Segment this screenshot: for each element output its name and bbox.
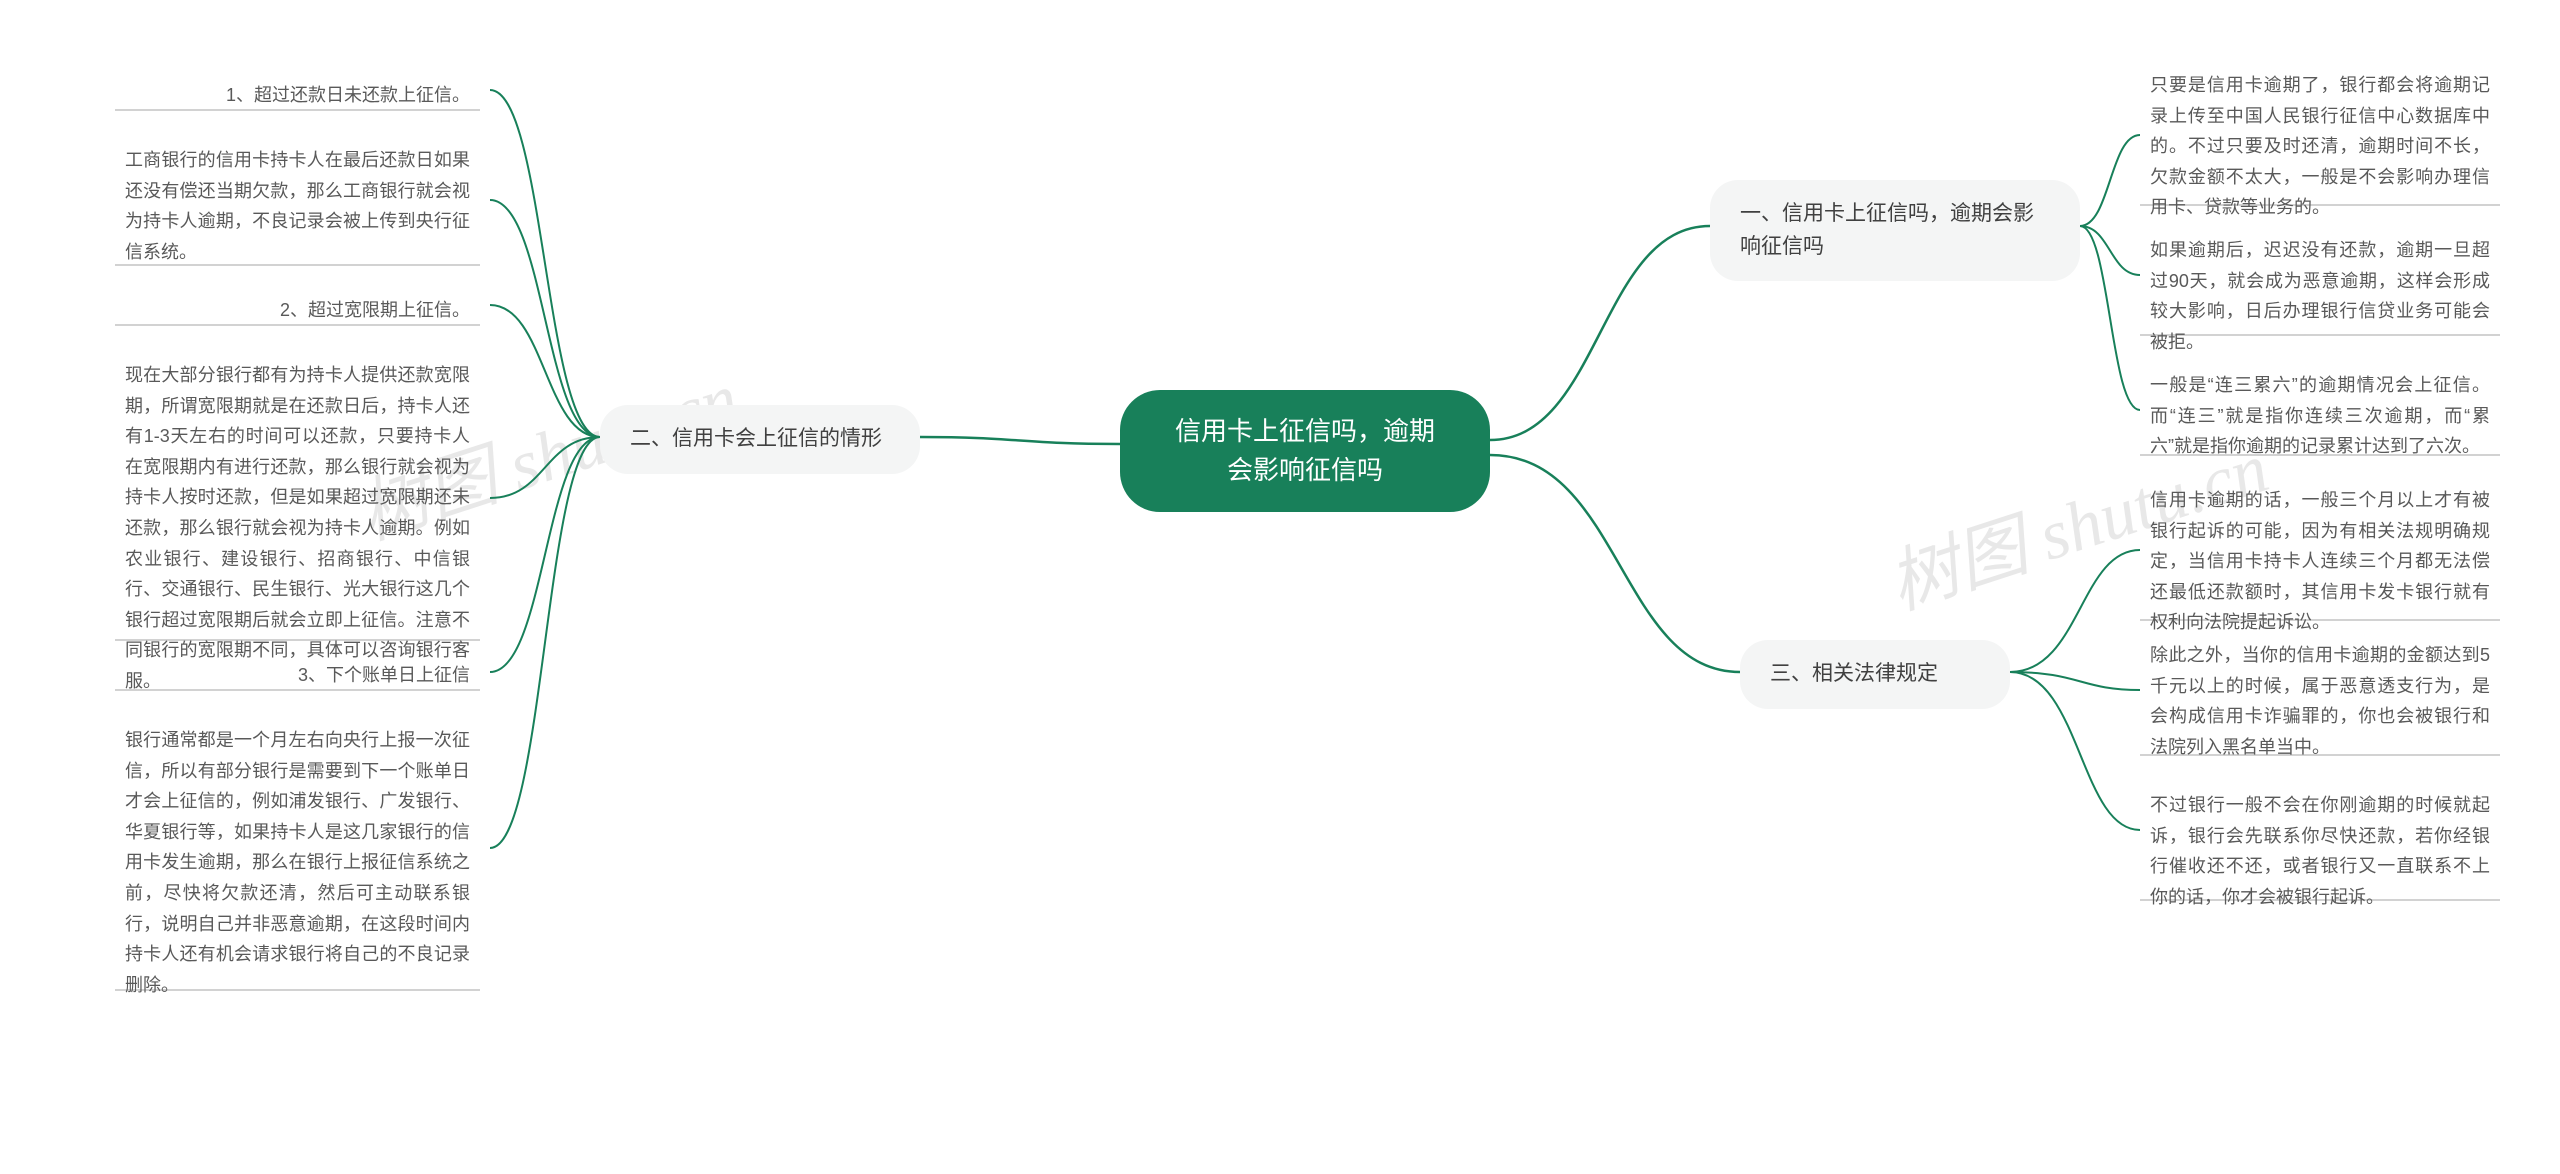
branch-node-2[interactable]: 二、信用卡会上征信的情形 [600,405,920,474]
leaf-node: 3、下个账单日上征信 [125,660,470,691]
branch-label: 一、信用卡上征信吗，逾期会影响征信吗 [1740,202,2034,258]
mindmap-canvas: 树图 shutu.cn 树图 shutu.cn [0,0,2560,1174]
leaf-node: 只要是信用卡逾期了，银行都会将逾期记录上传至中国人民银行征信中心数据库中的。不过… [2150,70,2490,223]
branch-node-3[interactable]: 三、相关法律规定 [1740,640,2010,709]
root-label: 信用卡上征信吗，逾期会影响征信吗 [1175,416,1435,485]
root-node[interactable]: 信用卡上征信吗，逾期会影响征信吗 [1120,390,1490,512]
branch-node-1[interactable]: 一、信用卡上征信吗，逾期会影响征信吗 [1710,180,2080,281]
leaf-node: 2、超过宽限期上征信。 [125,295,470,326]
branch-label: 二、信用卡会上征信的情形 [630,427,882,450]
leaf-node: 除此之外，当你的信用卡逾期的金额达到5千元以上的时候，属于恶意透支行为，是会构成… [2150,640,2490,762]
leaf-node: 一般是“连三累六”的逾期情况会上征信。而“连三”就是指你连续三次逾期，而“累六”… [2150,370,2490,462]
leaf-node: 信用卡逾期的话，一般三个月以上才有被银行起诉的可能，因为有相关法规明确规定，当信… [2150,485,2490,638]
leaf-node: 1、超过还款日未还款上征信。 [125,80,470,111]
branch-label: 三、相关法律规定 [1770,662,1938,685]
leaf-node: 现在大部分银行都有为持卡人提供还款宽限期，所谓宽限期就是在还款日后，持卡人还有1… [125,360,470,697]
leaf-node: 银行通常都是一个月左右向央行上报一次征信，所以有部分银行是需要到下一个账单日才会… [125,725,470,1000]
leaf-node: 工商银行的信用卡持卡人在最后还款日如果还没有偿还当期欠款，那么工商银行就会视为持… [125,145,470,267]
leaf-node: 如果逾期后，迟迟没有还款，逾期一旦超过90天，就会成为恶意逾期，这样会形成较大影… [2150,235,2490,357]
leaf-node: 不过银行一般不会在你刚逾期的时候就起诉，银行会先联系你尽快还款，若你经银行催收还… [2150,790,2490,912]
